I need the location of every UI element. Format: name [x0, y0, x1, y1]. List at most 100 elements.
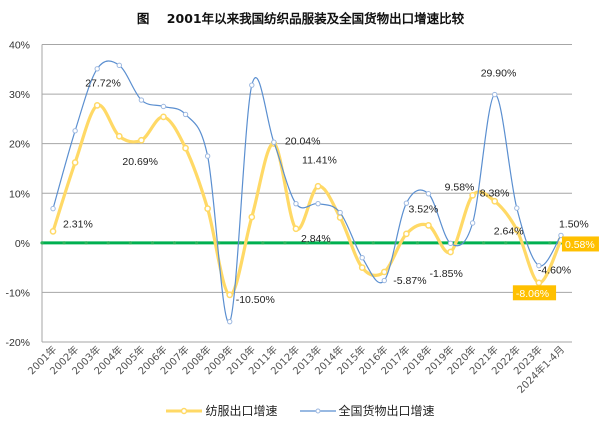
- data-point-national[interactable]: [447, 240, 454, 247]
- zero-line-marker: [40, 241, 44, 245]
- data-point-national[interactable]: [469, 220, 476, 226]
- data-point-national[interactable]: [403, 200, 410, 206]
- x-axis-ticks: 2001年2002年2003年2004年2005年2006年2007年2008年…: [25, 343, 567, 396]
- zero-line-marker: [62, 241, 66, 245]
- data-point-textile[interactable]: [469, 191, 476, 199]
- data-point-textile[interactable]: [49, 228, 57, 235]
- data-label-textile: 11.41%: [302, 154, 337, 166]
- data-point-textile[interactable]: [403, 230, 410, 238]
- y-tick-label: 30%: [9, 89, 30, 101]
- data-point-national[interactable]: [249, 82, 255, 88]
- zero-line-marker: [415, 241, 420, 245]
- zero-line-marker: [283, 241, 287, 245]
- data-point-national[interactable]: [359, 255, 365, 261]
- data-point-textile[interactable]: [182, 144, 189, 152]
- data-point-textile[interactable]: [491, 197, 499, 205]
- data-point-national[interactable]: [72, 128, 78, 134]
- data-label-national: 29.90%: [481, 68, 517, 80]
- zero-line-marker: [239, 241, 243, 245]
- data-point-textile[interactable]: [204, 205, 211, 212]
- data-point-national[interactable]: [536, 262, 542, 269]
- legend-swatch-textile-icon: [166, 407, 203, 414]
- series-line-textile: [51, 103, 563, 297]
- zero-line-marker: [261, 241, 265, 245]
- y-tick-label: -10%: [5, 287, 30, 299]
- zero-line-marker: [371, 241, 375, 245]
- data-point-national[interactable]: [315, 200, 321, 207]
- data-point-national[interactable]: [492, 91, 498, 98]
- legend-swatch-national-icon: [299, 408, 336, 413]
- data-label-textile: 3.52%: [408, 203, 438, 215]
- data-point-national[interactable]: [204, 153, 211, 159]
- data-point-textile[interactable]: [248, 213, 256, 221]
- data-label-national: 1.50%: [559, 218, 589, 230]
- data-point-national[interactable]: [138, 97, 145, 103]
- data-point-textile[interactable]: [160, 113, 167, 121]
- zero-line-marker: [548, 241, 552, 245]
- y-axis-ticks: 40% 30% 20% 10% 0% -10% -20%: [5, 40, 30, 350]
- gridlines: [41, 44, 572, 343]
- data-label-national: -4.60%: [538, 265, 571, 277]
- y-tick-label: 40%: [9, 40, 30, 52]
- data-point-national[interactable]: [116, 62, 122, 69]
- legend: 纺服出口增速 全国货物出口增速: [0, 402, 601, 419]
- data-label-box: [512, 285, 557, 301]
- data-point-textile[interactable]: [71, 159, 79, 166]
- data-label-textile: 2.31%: [63, 218, 93, 230]
- data-label-textile: 0.58%: [565, 239, 595, 251]
- zero-line-marker: [128, 241, 132, 245]
- data-point-national[interactable]: [227, 318, 233, 325]
- data-point-national[interactable]: [160, 103, 167, 110]
- data-label-textile: 9.58%: [445, 181, 475, 193]
- y-tick-label: 0%: [15, 238, 30, 250]
- zero-reference-line: [40, 241, 574, 245]
- data-point-textile[interactable]: [138, 136, 145, 144]
- data-label-textile: -5.87%: [393, 275, 426, 287]
- zero-line-marker: [194, 241, 199, 245]
- data-point-textile[interactable]: [226, 291, 234, 299]
- legend-label-textile: 纺服出口增速: [205, 404, 278, 418]
- zero-line-marker: [106, 241, 110, 245]
- data-point-national[interactable]: [381, 277, 387, 284]
- data-label-textile: 2.64%: [494, 226, 524, 238]
- data-point-national[interactable]: [50, 205, 56, 212]
- y-tick-label: -20%: [5, 337, 30, 349]
- data-point-national[interactable]: [425, 191, 432, 197]
- data-point-national[interactable]: [271, 139, 277, 145]
- data-point-national[interactable]: [514, 205, 520, 211]
- y-tick-label: 10%: [9, 188, 30, 200]
- data-point-national[interactable]: [337, 209, 343, 216]
- data-label-box: [561, 236, 599, 252]
- data-label-textile: 27.72%: [85, 77, 121, 89]
- zero-line-marker: [327, 241, 331, 245]
- data-point-textile[interactable]: [93, 102, 101, 109]
- legend-label-national: 全国货物出口增速: [338, 404, 435, 418]
- data-label-textile: -10.50%: [236, 294, 275, 306]
- data-label-textile: 8.38%: [480, 187, 510, 199]
- data-point-textile[interactable]: [358, 264, 366, 271]
- zero-line-marker: [172, 241, 177, 245]
- data-label-textile: -1.85%: [430, 268, 463, 280]
- chart-title: 图 2001年以来我国纺织品服装及全国货物出口增速比较: [136, 11, 465, 26]
- zero-line-marker: [84, 241, 88, 245]
- data-labels: 2.31% 27.72% 20.69% -10.50% 20.04% 2.84% 11.41…: [63, 68, 599, 306]
- legend-item-national[interactable]: 全国货物出口增速: [299, 402, 435, 419]
- data-point-textile[interactable]: [380, 268, 388, 276]
- data-point-national[interactable]: [94, 66, 100, 72]
- data-point-textile[interactable]: [115, 132, 123, 140]
- data-point-textile[interactable]: [314, 182, 322, 190]
- legend-item-textile[interactable]: 纺服出口增速: [166, 402, 278, 419]
- data-label-textile: -8.06%: [516, 288, 549, 300]
- data-point-textile[interactable]: [535, 279, 543, 287]
- data-point-textile[interactable]: [447, 248, 454, 256]
- data-point-textile[interactable]: [292, 225, 300, 233]
- zero-line-marker: [150, 241, 155, 245]
- data-point-textile[interactable]: [425, 222, 432, 229]
- data-point-textile[interactable]: [513, 226, 521, 234]
- data-label-textile: 20.04%: [285, 135, 321, 147]
- data-point-national[interactable]: [293, 200, 299, 207]
- data-label-textile: 2.84%: [301, 233, 331, 245]
- data-point-national[interactable]: [182, 111, 189, 118]
- data-label-textile: 20.69%: [122, 156, 158, 168]
